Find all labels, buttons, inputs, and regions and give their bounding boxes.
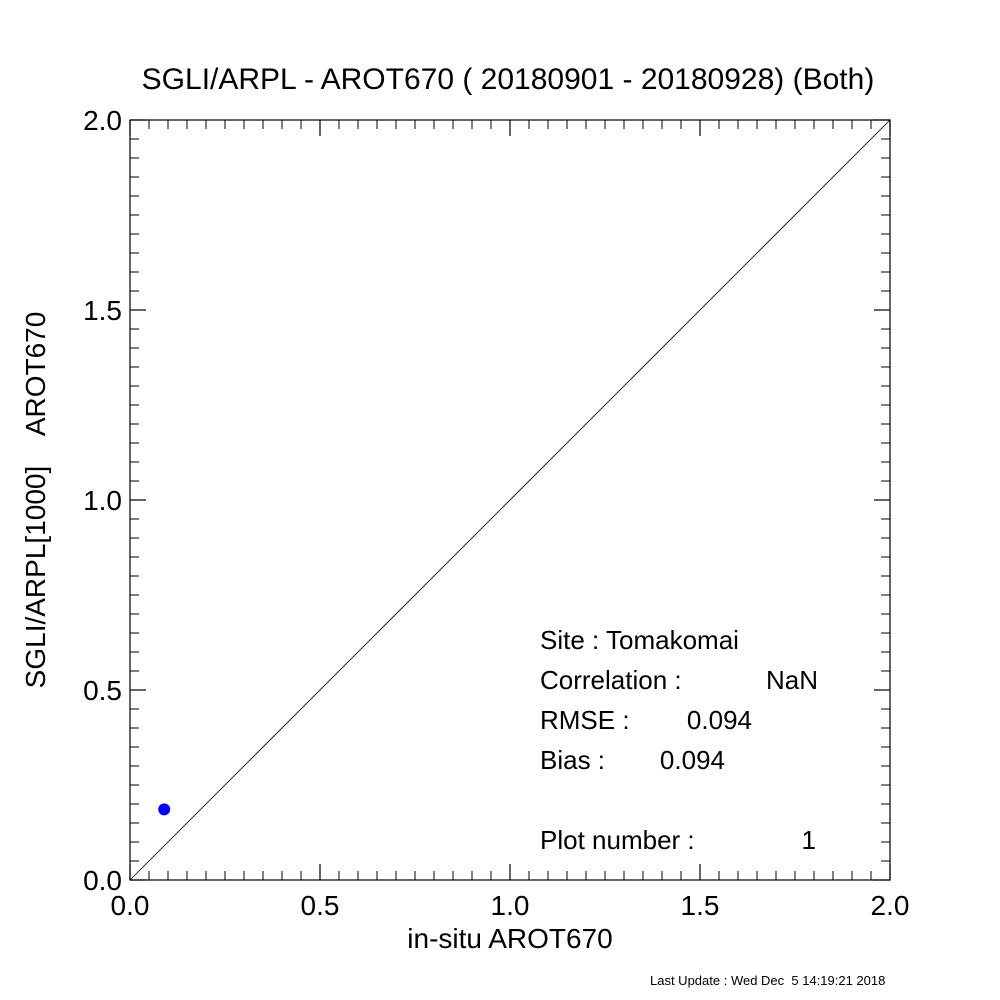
data-point <box>158 803 171 816</box>
stat-plot-number-value: 1 <box>802 825 816 855</box>
x-tick-label: 0.0 <box>111 890 150 921</box>
x-tick-label: 0.5 <box>301 890 340 921</box>
x-tick-label: 1.5 <box>681 890 720 921</box>
stats-panel: Site : Tomakomai Correlation : NaN RMSE … <box>540 625 818 855</box>
y-tick-label: 0.5 <box>83 675 122 706</box>
x-tick-labels: 0.0 0.5 1.0 1.5 2.0 <box>111 890 910 921</box>
one-to-one-line <box>129 119 891 881</box>
stat-site-label: Site : Tomakomai <box>540 625 739 655</box>
chart-title: SGLI/ARPL - AROT670 ( 20180901 - 2018092… <box>142 63 875 96</box>
stat-bias-value: 0.094 <box>660 745 725 775</box>
last-update-footer: Last Update : Wed Dec 5 14:19:21 2018 <box>650 973 885 988</box>
data-points <box>158 803 171 816</box>
x-tick-label: 1.0 <box>491 890 530 921</box>
y-tick-label: 0.0 <box>83 865 122 896</box>
y-axis-label: SGLI/ARPL[1000] AROT670 <box>20 312 51 689</box>
y-tick-label: 1.5 <box>83 295 122 326</box>
stat-correlation-value: NaN <box>766 665 818 695</box>
y-tick-label: 2.0 <box>83 105 122 136</box>
stat-rmse-value: 0.094 <box>687 705 752 735</box>
y-tick-labels: 0.0 0.5 1.0 1.5 2.0 <box>83 105 122 896</box>
x-axis-label: in-situ AROT670 <box>407 923 612 954</box>
x-tick-label: 2.0 <box>871 890 910 921</box>
stat-bias-label: Bias : <box>540 745 605 775</box>
y-tick-label: 1.0 <box>83 485 122 516</box>
stat-correlation-label: Correlation : <box>540 665 682 695</box>
plot-frame <box>129 119 891 881</box>
stat-plot-number-label: Plot number : <box>540 825 695 855</box>
stat-rmse-label: RMSE : <box>540 705 630 735</box>
